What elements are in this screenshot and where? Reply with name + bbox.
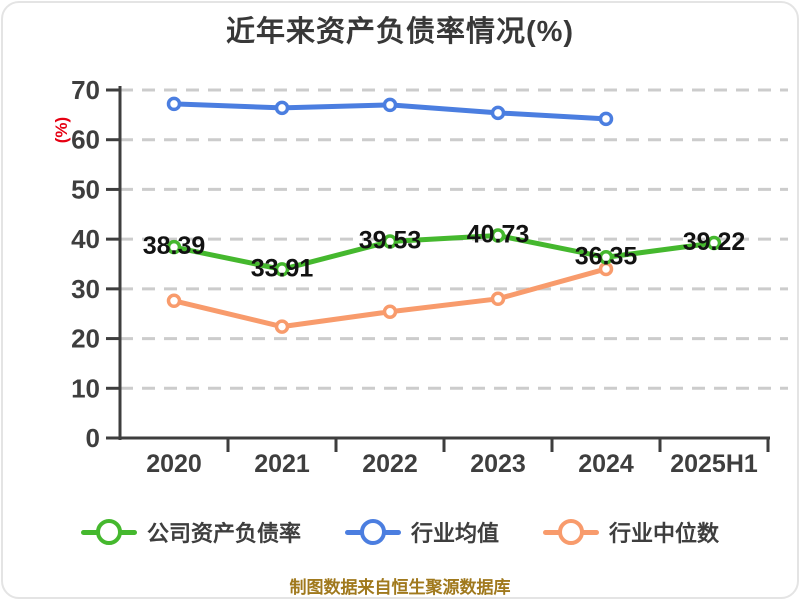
data-point bbox=[490, 228, 506, 243]
legend-label: 行业中位数 bbox=[609, 521, 720, 546]
data-label: 39.53 bbox=[359, 226, 422, 254]
y-tick-label: 60 bbox=[71, 125, 100, 155]
legend-marker-blue bbox=[344, 518, 401, 546]
data-point bbox=[490, 105, 506, 121]
y-tick-label: 70 bbox=[71, 75, 100, 105]
x-tick-label: 2023 bbox=[470, 450, 526, 478]
data-point bbox=[382, 304, 398, 319]
data-label: 38.39 bbox=[143, 232, 206, 260]
legend-label: 行业均值 bbox=[410, 521, 499, 546]
data-point bbox=[274, 319, 290, 334]
data-source-note: 制图数据来自恒生聚源数据库 bbox=[289, 578, 511, 597]
y-tick-label: 30 bbox=[71, 274, 100, 304]
legend-circle-icon bbox=[359, 519, 386, 545]
data-point bbox=[382, 234, 398, 249]
legend-circle-icon bbox=[558, 519, 584, 545]
y-tick-label: 0 bbox=[86, 423, 100, 453]
data-point bbox=[598, 111, 614, 127]
data-point bbox=[382, 97, 398, 113]
chart-legend: 公司资产负债率 行业均值 行业中位数 bbox=[0, 516, 800, 548]
legend-item-company-ratio: 公司资产负债率 bbox=[80, 516, 301, 548]
data-point bbox=[706, 235, 722, 251]
data-label: 40.73 bbox=[467, 221, 530, 249]
y-tick-label: 40 bbox=[71, 224, 100, 254]
legend-marker-orange bbox=[543, 518, 599, 546]
y-tick-label: 50 bbox=[71, 174, 100, 204]
legend-item-industry-mean: 行业均值 bbox=[344, 516, 499, 548]
legend-item-industry-median: 行业中位数 bbox=[543, 516, 719, 548]
x-tick-label: 2025H1 bbox=[670, 450, 758, 478]
data-point bbox=[166, 293, 182, 309]
x-tick-label: 2020 bbox=[146, 450, 202, 478]
x-tick-label: 2021 bbox=[254, 450, 310, 478]
legend-circle-icon bbox=[95, 519, 122, 545]
chart-title: 近年来资产负债率情况(%) bbox=[225, 16, 575, 48]
data-label: 39.22 bbox=[683, 228, 746, 256]
data-point bbox=[598, 250, 614, 265]
legend-label: 公司资产负债率 bbox=[146, 521, 301, 546]
data-point bbox=[274, 100, 290, 116]
x-tick-label: 2022 bbox=[362, 450, 418, 478]
data-point bbox=[166, 239, 182, 255]
data-point bbox=[166, 96, 182, 112]
data-label: 36.35 bbox=[575, 242, 638, 270]
data-point bbox=[490, 291, 506, 307]
y-tick-label: 20 bbox=[71, 324, 100, 354]
data-label: 33.91 bbox=[251, 254, 314, 282]
series-line bbox=[171, 233, 717, 272]
data-point bbox=[274, 262, 290, 277]
y-tick-label: 10 bbox=[71, 373, 100, 403]
x-tick-label: 2024 bbox=[578, 450, 634, 478]
legend-marker-green bbox=[80, 518, 137, 546]
